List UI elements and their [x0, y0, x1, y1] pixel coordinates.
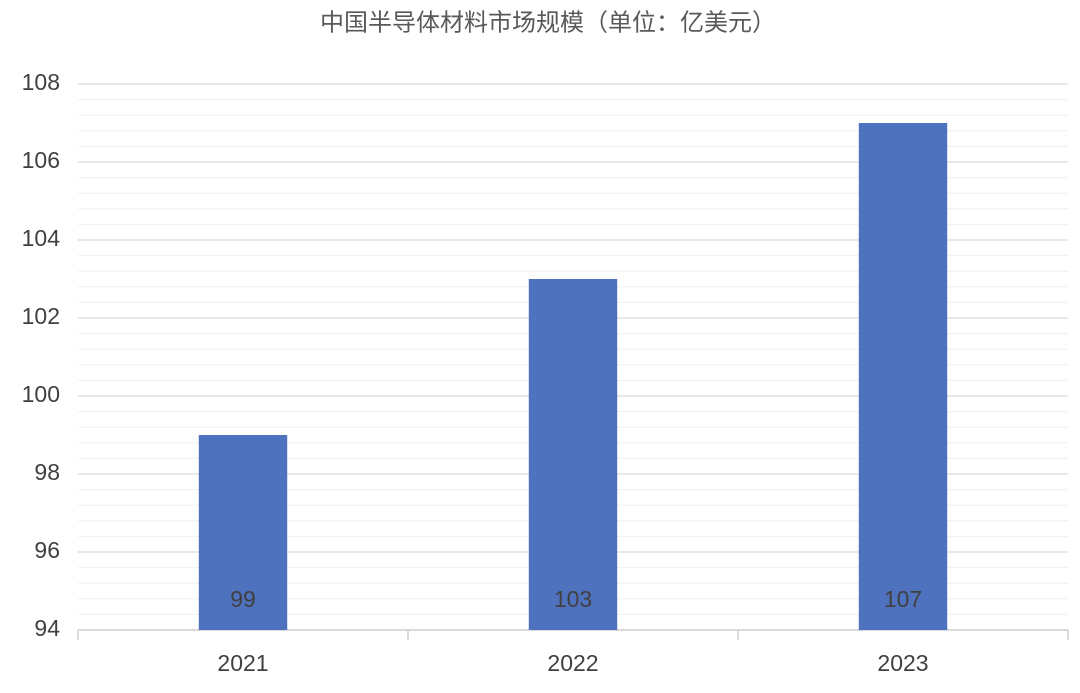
y-tick-label: 102: [22, 303, 60, 329]
data-label: 103: [554, 586, 592, 612]
y-tick-label: 104: [22, 225, 61, 251]
x-tick-label: 2022: [547, 650, 598, 676]
data-label: 107: [884, 586, 922, 612]
y-tick-label: 98: [34, 459, 60, 485]
bar: [858, 123, 948, 630]
data-label: 99: [230, 586, 256, 612]
x-tick-label: 2023: [877, 650, 928, 676]
bar: [198, 435, 288, 630]
y-tick-label: 108: [22, 69, 60, 95]
chart-title: 中国半导体材料市场规模（单位：亿美元）: [320, 9, 776, 36]
bar: [528, 279, 618, 630]
y-tick-label: 106: [22, 147, 60, 173]
y-tick-label: 96: [34, 537, 60, 563]
y-tick-label: 100: [22, 381, 60, 407]
y-tick-label: 94: [34, 615, 60, 641]
x-tick-label: 2021: [217, 650, 268, 676]
